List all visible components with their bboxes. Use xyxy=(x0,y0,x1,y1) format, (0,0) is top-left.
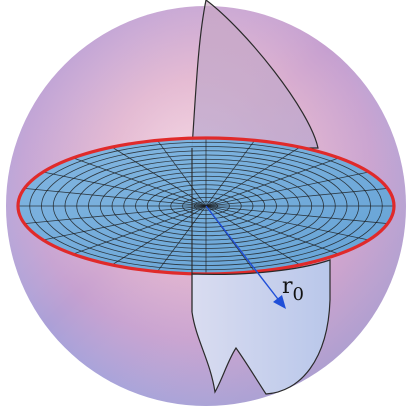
grid-spoke xyxy=(111,146,207,207)
radius-subscript: 0 xyxy=(293,284,304,305)
grid-spoke xyxy=(24,188,207,207)
grid-spoke xyxy=(72,205,207,255)
grid-spoke xyxy=(24,205,207,224)
grid-spoke xyxy=(205,171,369,207)
grid-spoke xyxy=(72,157,207,207)
grid-spoke xyxy=(205,188,388,207)
radius-label: r0 xyxy=(282,274,304,305)
grid-spoke xyxy=(205,157,340,207)
radius-symbol: r xyxy=(282,274,293,299)
disk-grid-spokes xyxy=(18,138,394,274)
grid-spoke xyxy=(43,171,207,207)
grid-spoke xyxy=(43,205,207,241)
grid-spoke xyxy=(205,205,388,224)
grid-spoke xyxy=(205,146,301,207)
radius-arrow xyxy=(205,205,286,309)
grid-spoke xyxy=(205,205,369,241)
grid-spoke xyxy=(205,205,340,255)
grid-spoke xyxy=(111,205,207,266)
section-lower xyxy=(191,259,331,395)
grid-spoke xyxy=(157,140,207,207)
grid-spoke xyxy=(205,140,255,207)
grid-spoke xyxy=(205,205,301,266)
section-upper xyxy=(191,0,319,149)
grid-spoke xyxy=(157,205,207,272)
